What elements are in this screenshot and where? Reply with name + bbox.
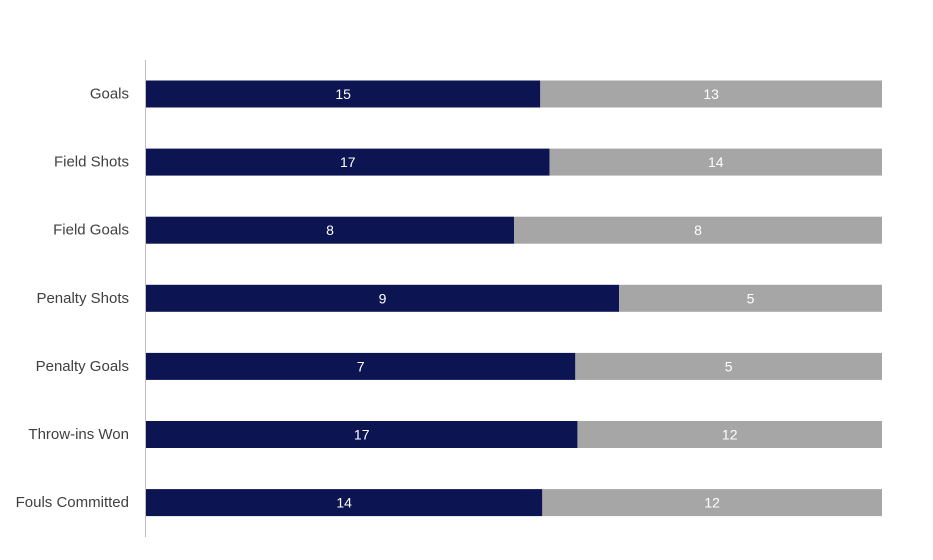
data-label-series-1: 14 (336, 495, 352, 511)
bar-segment-series-2 (540, 80, 882, 108)
category-label: Throw-ins Won (28, 426, 129, 443)
data-label-series-1: 8 (326, 222, 334, 238)
category-label: Field Shots (54, 154, 129, 171)
data-label-series-1: 17 (340, 154, 356, 170)
bar-segment-series-1 (146, 352, 576, 380)
bar-segment-series-2 (542, 489, 882, 517)
bar-segment-series-1 (146, 284, 620, 312)
bar-segment-series-2 (549, 148, 882, 176)
category-label: Field Goals (53, 222, 129, 239)
bar-segment-series-1 (146, 489, 543, 517)
category-label: Penalty Shots (36, 290, 129, 307)
data-label-series-2: 12 (704, 495, 720, 511)
data-label-series-2: 5 (747, 290, 755, 306)
bar-segment-series-2 (514, 216, 882, 244)
data-label-series-2: 14 (708, 154, 724, 170)
data-label-series-2: 8 (694, 222, 702, 238)
category-label: Penalty Goals (36, 358, 129, 375)
category-labels: Goals Field Shots Field Goals Penalty Shots… (16, 86, 129, 512)
data-label-series-1: 17 (354, 427, 370, 443)
category-label: Fouls Committed (16, 494, 129, 511)
data-label-series-1: 15 (335, 86, 351, 102)
bar-segment-series-2 (619, 284, 882, 312)
category-label: Goals (90, 86, 129, 103)
data-label-series-2: 12 (722, 427, 738, 443)
bar-segment-series-1 (146, 216, 514, 244)
data-label-series-1: 7 (357, 358, 365, 374)
bar-segment-series-1 (146, 148, 550, 176)
bar-segment-series-1 (146, 421, 578, 448)
bar-area: 15 13 17 14 8 8 9 5 7 5 17 12 14 12 (146, 80, 882, 517)
data-label-series-2: 13 (703, 86, 719, 102)
data-label-series-2: 5 (725, 358, 733, 374)
bar-segment-series-1 (146, 80, 541, 108)
bar-segment-series-2 (577, 421, 882, 448)
bar-segment-series-2 (575, 352, 882, 380)
data-label-series-1: 9 (379, 290, 387, 306)
